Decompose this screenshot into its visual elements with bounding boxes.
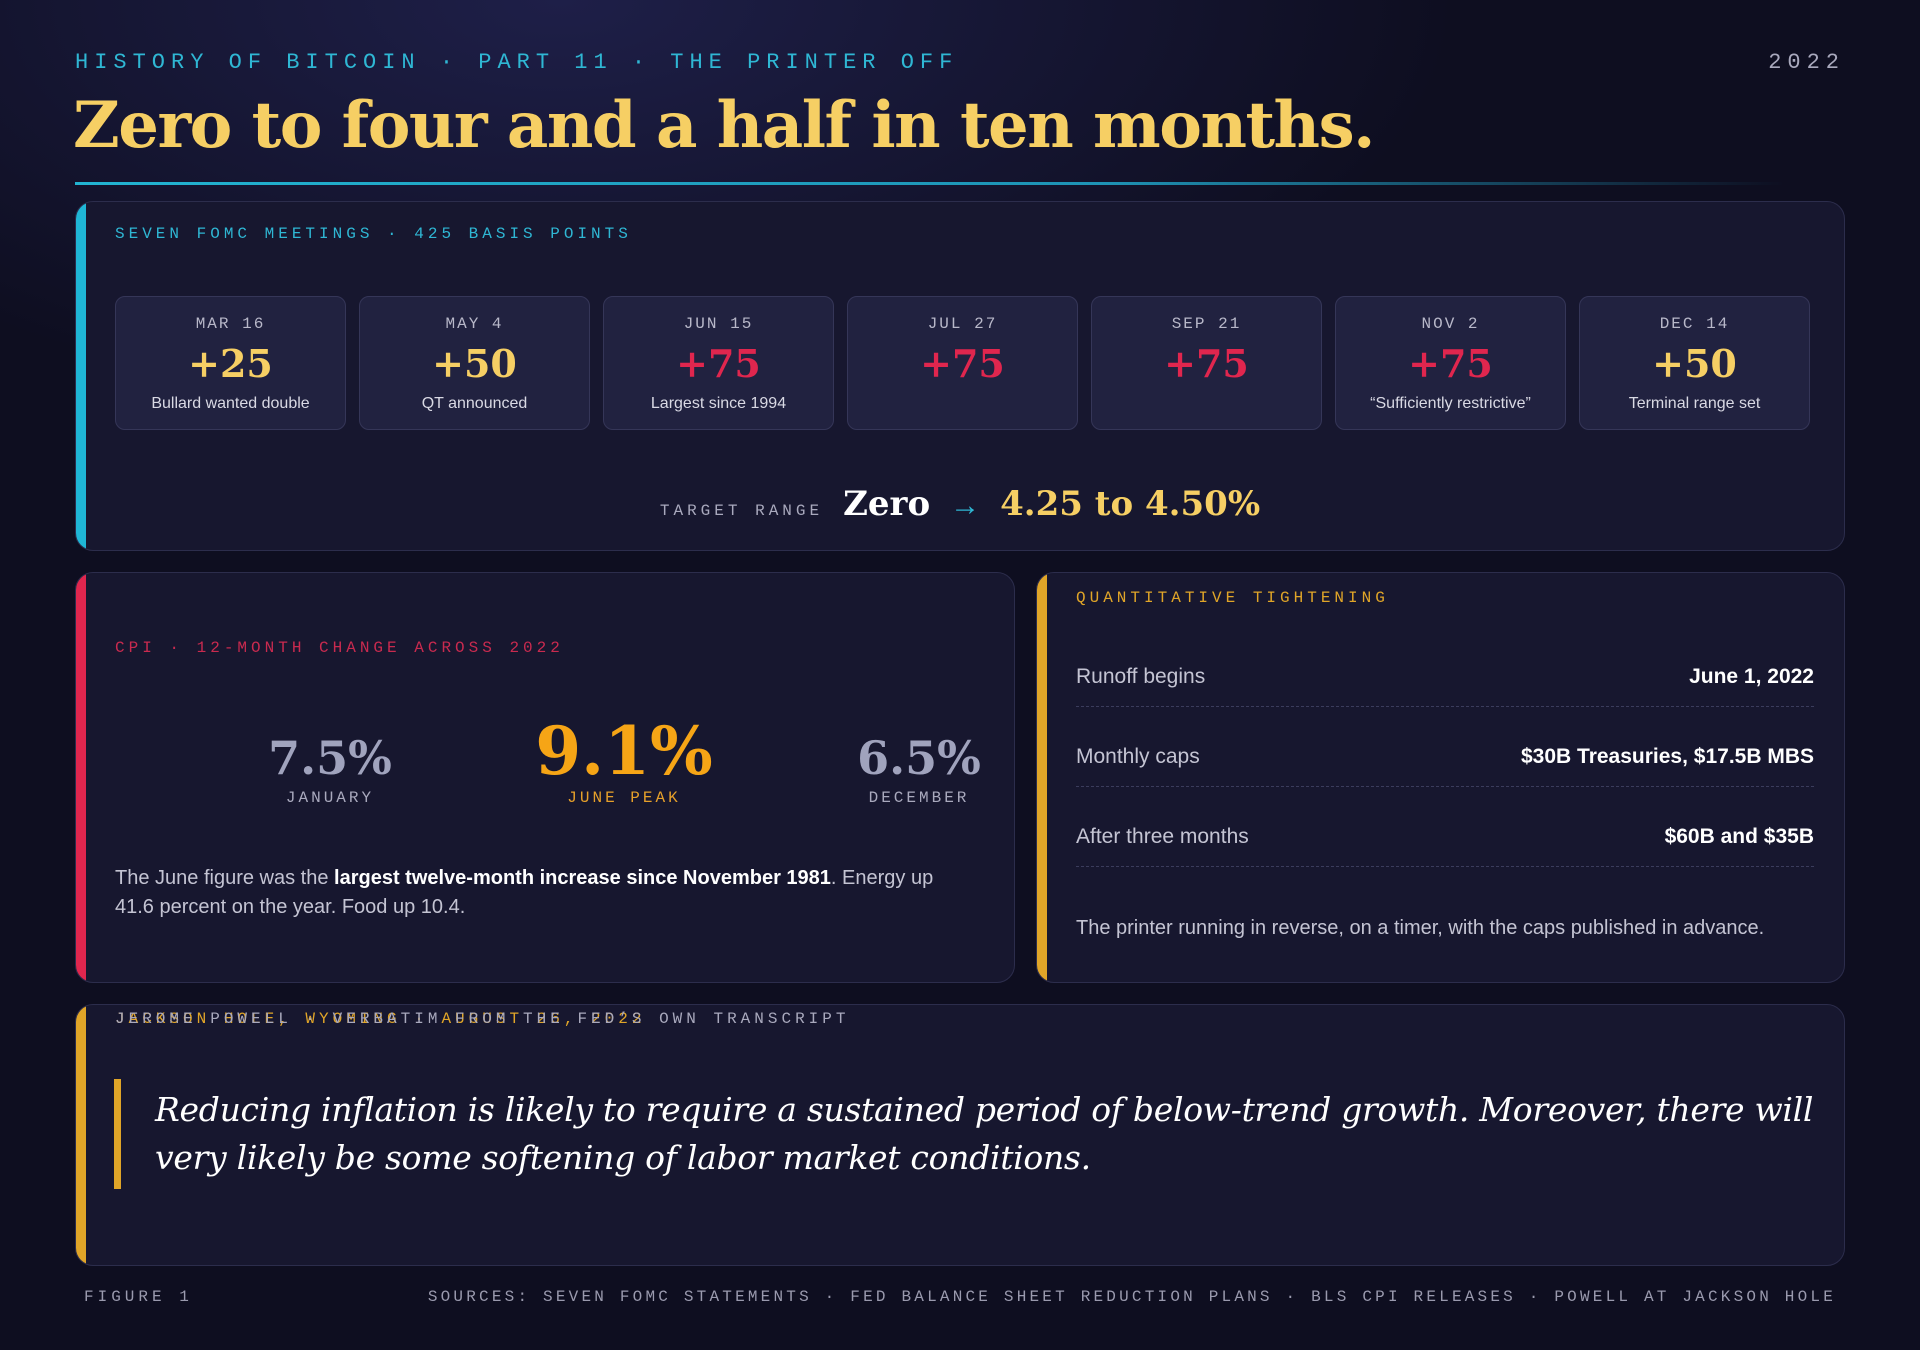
meeting-card-nov2: NOV 2 +75 “Sufficiently restrictive”: [1335, 296, 1566, 430]
target-range-label: TARGET RANGE: [659, 502, 824, 520]
panel-accent-bar: [76, 1005, 86, 1265]
meeting-card-jul27: JUL 27 +75: [847, 296, 1078, 430]
meeting-date: MAY 4: [445, 315, 504, 333]
qt-row-value: $30B Treasuries, $17.5B MBS: [1521, 745, 1814, 768]
fomc-panel: SEVEN FOMC MEETINGS · 425 BASIS POINTS M…: [75, 201, 1845, 551]
meeting-note: Bullard wanted double: [151, 395, 310, 412]
powell-quote: Reducing inflation is likely to require …: [155, 1090, 1814, 1177]
meeting-card-mar16: MAR 16 +25 Bullard wanted double: [115, 296, 346, 430]
meeting-card-may4: MAY 4 +50 QT announced: [359, 296, 590, 430]
qt-description: The printer running in reverse, on a tim…: [1076, 917, 1765, 939]
meeting-date: DEC 14: [1659, 315, 1730, 333]
qt-row-value: June 1, 2022: [1689, 665, 1814, 688]
qt-row: After three months $60B and $35B: [1076, 825, 1814, 867]
meeting-note: Terminal range set: [1628, 395, 1761, 412]
cpi-text-pre: The June figure was the: [115, 867, 335, 889]
meeting-note: “Sufficiently restrictive”: [1370, 395, 1531, 412]
qt-row-key: After three months: [1076, 825, 1249, 848]
qt-row-key: Runoff begins: [1076, 665, 1206, 688]
meeting-date: JUL 27: [927, 315, 998, 333]
quote-attribution: JEROME POWELL · VERBATIM FROM THE FED’S …: [115, 1010, 850, 1028]
meeting-note: Largest since 1994: [650, 395, 787, 412]
cpi-june-stat: 9.1% JUNE PEAK: [494, 711, 754, 807]
meeting-date: MAR 16: [195, 315, 266, 333]
meeting-hike: +50: [432, 341, 517, 386]
cpi-caption: JUNE PEAK: [567, 789, 681, 807]
qt-row-value: $60B and $35B: [1664, 825, 1814, 848]
meetings-row: MAR 16 +25 Bullard wanted double MAY 4 +…: [115, 296, 1810, 430]
qt-label: QUANTITATIVE TIGHTENING: [1076, 589, 1389, 607]
cpi-text-bold: largest twelve-month increase since Nove…: [334, 867, 831, 889]
meeting-date: NOV 2: [1421, 315, 1480, 333]
meeting-hike: +75: [920, 341, 1005, 386]
meeting-hike: +50: [1652, 341, 1737, 386]
quote-location-label: JACKSON HOLE, WYOMING · AUGUST 26, 2022: [115, 1010, 646, 1028]
cpi-caption: DECEMBER: [868, 789, 970, 807]
qt-panel: QUANTITATIVE TIGHTENING Runoff begins Ju…: [1036, 572, 1845, 983]
meeting-hike: +75: [1164, 341, 1249, 386]
sources-line: SOURCES: SEVEN FOMC STATEMENTS · FED BAL…: [427, 1288, 1836, 1306]
cpi-description: The June figure was the largest twelve-m…: [115, 864, 975, 922]
qt-row: Monthly caps $30B Treasuries, $17.5B MBS: [1076, 745, 1814, 787]
qt-row-key: Monthly caps: [1076, 745, 1200, 768]
qt-row: Runoff begins June 1, 2022: [1076, 665, 1814, 707]
year-label: 2022: [1768, 50, 1845, 75]
series-kicker: HISTORY OF BITCOIN · PART 11 · THE PRINT…: [75, 50, 959, 75]
cpi-value: 9.1%: [535, 712, 713, 790]
meeting-date: JUN 15: [683, 315, 754, 333]
cpi-december-stat: 6.5% DECEMBER: [789, 731, 1014, 807]
cpi-caption: JANUARY: [285, 789, 375, 807]
meeting-card-jun15: JUN 15 +75 Largest since 1994: [603, 296, 834, 430]
target-range: TARGET RANGE Zero → 4.25 to 4.50%: [76, 484, 1844, 524]
target-range-to: 4.25 to 4.50%: [1000, 484, 1261, 524]
fomc-label: SEVEN FOMC MEETINGS · 425 BASIS POINTS: [115, 225, 632, 243]
title-divider: [75, 182, 1785, 185]
page-title: Zero to four and a half in ten months.: [73, 88, 1375, 163]
meeting-card-dec14: DEC 14 +50 Terminal range set: [1579, 296, 1810, 430]
meeting-hike: +25: [188, 341, 273, 386]
cpi-text-post: . Energy up 41.6 percent on the year. Fo…: [115, 867, 934, 918]
cpi-value: 6.5%: [857, 731, 981, 785]
meeting-hike: +75: [676, 341, 761, 386]
cpi-value: 7.5%: [268, 731, 392, 785]
arrow-right-icon: →: [950, 489, 981, 522]
meeting-hike: +75: [1408, 341, 1493, 386]
panel-accent-bar: [76, 573, 86, 982]
meeting-card-sep21: SEP 21 +75: [1091, 296, 1322, 430]
quote-bar: [114, 1079, 121, 1189]
panel-accent-bar: [1037, 573, 1047, 982]
cpi-panel: CPI · 12-MONTH CHANGE ACROSS 2022 7.5% J…: [75, 572, 1015, 983]
quote-panel: JACKSON HOLE, WYOMING · AUGUST 26, 2022 …: [75, 1004, 1845, 1266]
meeting-date: SEP 21: [1171, 315, 1242, 333]
cpi-label: CPI · 12-MONTH CHANGE ACROSS 2022: [115, 639, 564, 657]
panel-accent-bar: [76, 202, 86, 550]
target-range-from: Zero: [843, 484, 931, 524]
figure-label: FIGURE 1: [84, 1288, 193, 1306]
cpi-january-stat: 7.5% JANUARY: [200, 731, 460, 807]
meeting-note: QT announced: [421, 395, 528, 412]
